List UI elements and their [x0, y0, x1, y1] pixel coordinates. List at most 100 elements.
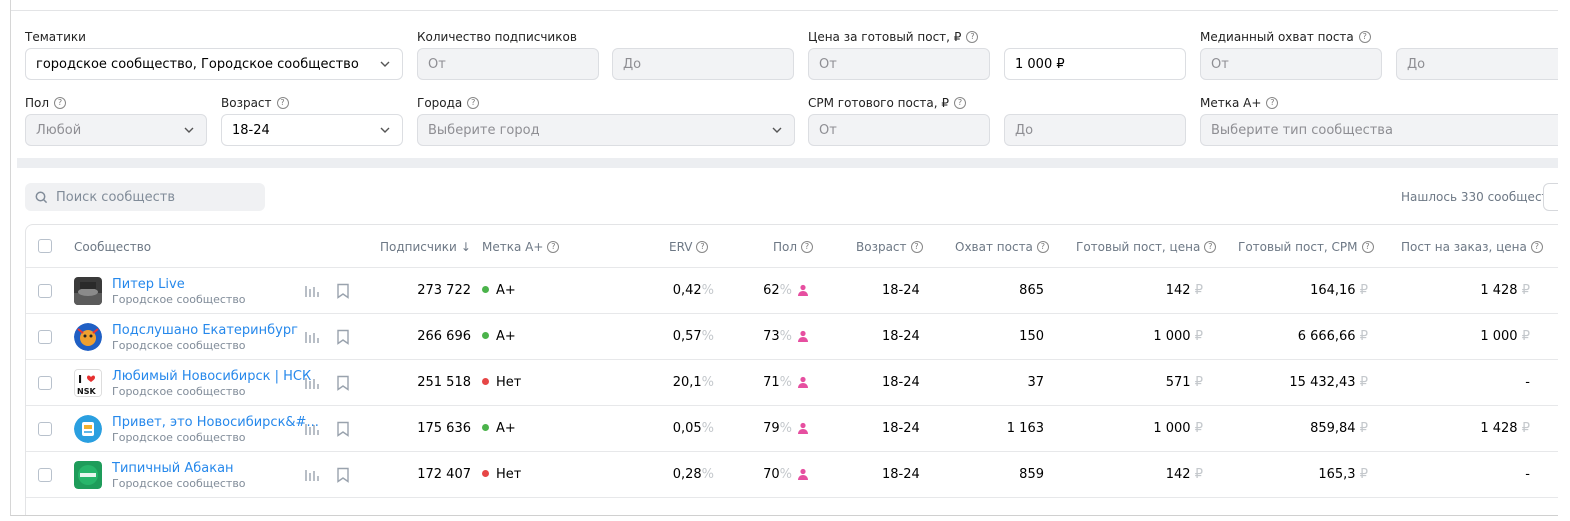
help-icon[interactable]: ? — [954, 97, 967, 109]
community-category: Городское сообщество — [112, 385, 246, 398]
gender-select[interactable]: Любой — [25, 114, 207, 146]
reach-to-input[interactable]: До — [1396, 48, 1558, 80]
community-name-link[interactable]: Привет, это Новосибирск&#... — [112, 415, 319, 430]
mark-select[interactable]: Выберите тип сообщества — [1200, 114, 1558, 146]
female-user-icon — [798, 376, 808, 388]
topics-select-value: городское сообщество, Городское сообщест… — [36, 56, 359, 72]
reach-value: 150 — [1019, 329, 1044, 344]
table-row[interactable]: Типичный Абакан Городское сообщество 172… — [26, 451, 1558, 497]
gender-label: Пол? — [25, 96, 67, 110]
search-placeholder: Поиск сообществ — [56, 189, 176, 205]
cpm-value: 6 666,66 ₽ — [1297, 329, 1368, 344]
reach-value: 1 163 — [1006, 421, 1044, 436]
community-name-link[interactable]: Питер Live — [112, 277, 185, 292]
bookmark-icon[interactable] — [336, 421, 350, 437]
help-icon[interactable]: ? — [1266, 97, 1279, 109]
gender-value: 71% — [763, 375, 792, 390]
help-icon[interactable]: ? — [547, 241, 560, 253]
subscribers-to-input[interactable]: До — [612, 48, 794, 80]
help-icon[interactable]: ? — [467, 97, 480, 109]
topics-select[interactable]: городское сообщество, Городское сообщест… — [25, 48, 403, 80]
stats-icon[interactable] — [304, 467, 320, 483]
status-dot — [482, 378, 489, 385]
help-icon[interactable]: ? — [1530, 241, 1543, 253]
reach-from-input[interactable]: От — [1200, 48, 1382, 80]
table-row[interactable]: Подслушано Екатеринбург Городское сообще… — [26, 313, 1558, 359]
erv-value: 20,1% — [672, 375, 714, 390]
help-icon[interactable]: ? — [1361, 241, 1374, 253]
cities-label: Города? — [417, 96, 480, 110]
select-all-checkbox[interactable] — [38, 239, 52, 253]
col-price: Готовый пост, цена? — [1076, 240, 1217, 254]
help-icon[interactable]: ? — [1358, 31, 1371, 43]
subscribers-value: 266 696 — [417, 329, 471, 344]
mark-value: A+ — [482, 283, 516, 298]
col-erv: ERV? — [669, 240, 709, 254]
gender-value: 73% — [763, 329, 792, 344]
custom-price-value: - — [1525, 375, 1530, 390]
col-subscribers[interactable]: Подписчики ↓ — [380, 240, 471, 254]
stats-icon[interactable] — [304, 283, 320, 299]
female-user-icon — [798, 284, 808, 296]
status-dot — [482, 286, 489, 293]
search-input[interactable]: Поиск сообществ — [25, 183, 265, 211]
cpm-value: 859,84 ₽ — [1310, 421, 1368, 436]
erv-value: 0,28% — [672, 467, 714, 482]
top-border — [11, 10, 1558, 11]
bookmark-icon[interactable] — [336, 467, 350, 483]
help-icon[interactable]: ? — [910, 241, 923, 253]
sort-arrow-icon: ↓ — [460, 240, 471, 254]
community-category: Городское сообщество — [112, 293, 246, 306]
community-name-link[interactable]: Типичный Абакан — [112, 461, 234, 476]
age-select[interactable]: 18-24 — [221, 114, 403, 146]
help-icon[interactable]: ? — [801, 241, 814, 253]
age-value: 18-24 — [882, 283, 920, 298]
cpm-from-input[interactable]: От — [808, 114, 990, 146]
community-name-link[interactable]: Любимый Новосибирск | НСК — [112, 369, 312, 384]
svg-text:I: I — [78, 373, 82, 386]
price-from-input[interactable]: От — [808, 48, 990, 80]
help-icon[interactable]: ? — [54, 97, 67, 109]
age-label: Возраст? — [221, 96, 289, 110]
table-row[interactable]: Питер Live Городское сообщество 273 722 … — [26, 267, 1558, 313]
subscribers-from-input[interactable]: От — [417, 48, 599, 80]
price-to-input[interactable]: 1 000 ₽ — [1004, 48, 1186, 80]
reach-value: 859 — [1019, 467, 1044, 482]
bookmark-icon[interactable] — [336, 283, 350, 299]
age-value: 18-24 — [882, 467, 920, 482]
search-icon — [35, 191, 48, 203]
subscribers-value: 251 518 — [417, 375, 471, 390]
subscribers-value: 273 722 — [417, 283, 471, 298]
settings-button[interactable] — [1543, 183, 1558, 211]
row-checkbox[interactable] — [38, 376, 52, 390]
community-category: Городское сообщество — [112, 431, 246, 444]
row-checkbox[interactable] — [38, 330, 52, 344]
bookmark-icon[interactable] — [336, 375, 350, 391]
table-row[interactable] — [26, 497, 1558, 515]
row-checkbox[interactable] — [38, 284, 52, 298]
table-row[interactable]: Привет, это Новосибирск&#... Городское с… — [26, 405, 1558, 451]
help-icon[interactable]: ? — [276, 97, 289, 109]
bookmark-icon[interactable] — [336, 329, 350, 345]
help-icon[interactable]: ? — [1204, 241, 1217, 253]
row-checkbox[interactable] — [38, 422, 52, 436]
erv-value: 0,57% — [672, 329, 714, 344]
piter-live-avatar — [74, 277, 102, 305]
row-checkbox[interactable] — [38, 468, 52, 482]
community-name-link[interactable]: Подслушано Екатеринбург — [112, 323, 298, 338]
help-icon[interactable]: ? — [966, 31, 979, 43]
stats-icon[interactable] — [304, 421, 320, 437]
price-value: 1 000 ₽ — [1153, 421, 1203, 436]
table-row[interactable]: I NSK Любимый Новосибирск | НСК Городское… — [26, 359, 1558, 405]
col-gender: Пол? — [773, 240, 814, 254]
female-user-icon — [798, 422, 808, 434]
price-value: 142 ₽ — [1165, 283, 1203, 298]
stats-icon[interactable] — [304, 375, 320, 391]
cities-select[interactable]: Выберите город — [417, 114, 795, 146]
help-icon[interactable]: ? — [696, 241, 709, 253]
i-love-nsk-avatar: I NSK — [74, 369, 102, 397]
cpm-to-input[interactable]: До — [1004, 114, 1186, 146]
stats-icon[interactable] — [304, 329, 320, 345]
podslushano-avatar — [74, 323, 102, 351]
help-icon[interactable]: ? — [1036, 241, 1049, 253]
